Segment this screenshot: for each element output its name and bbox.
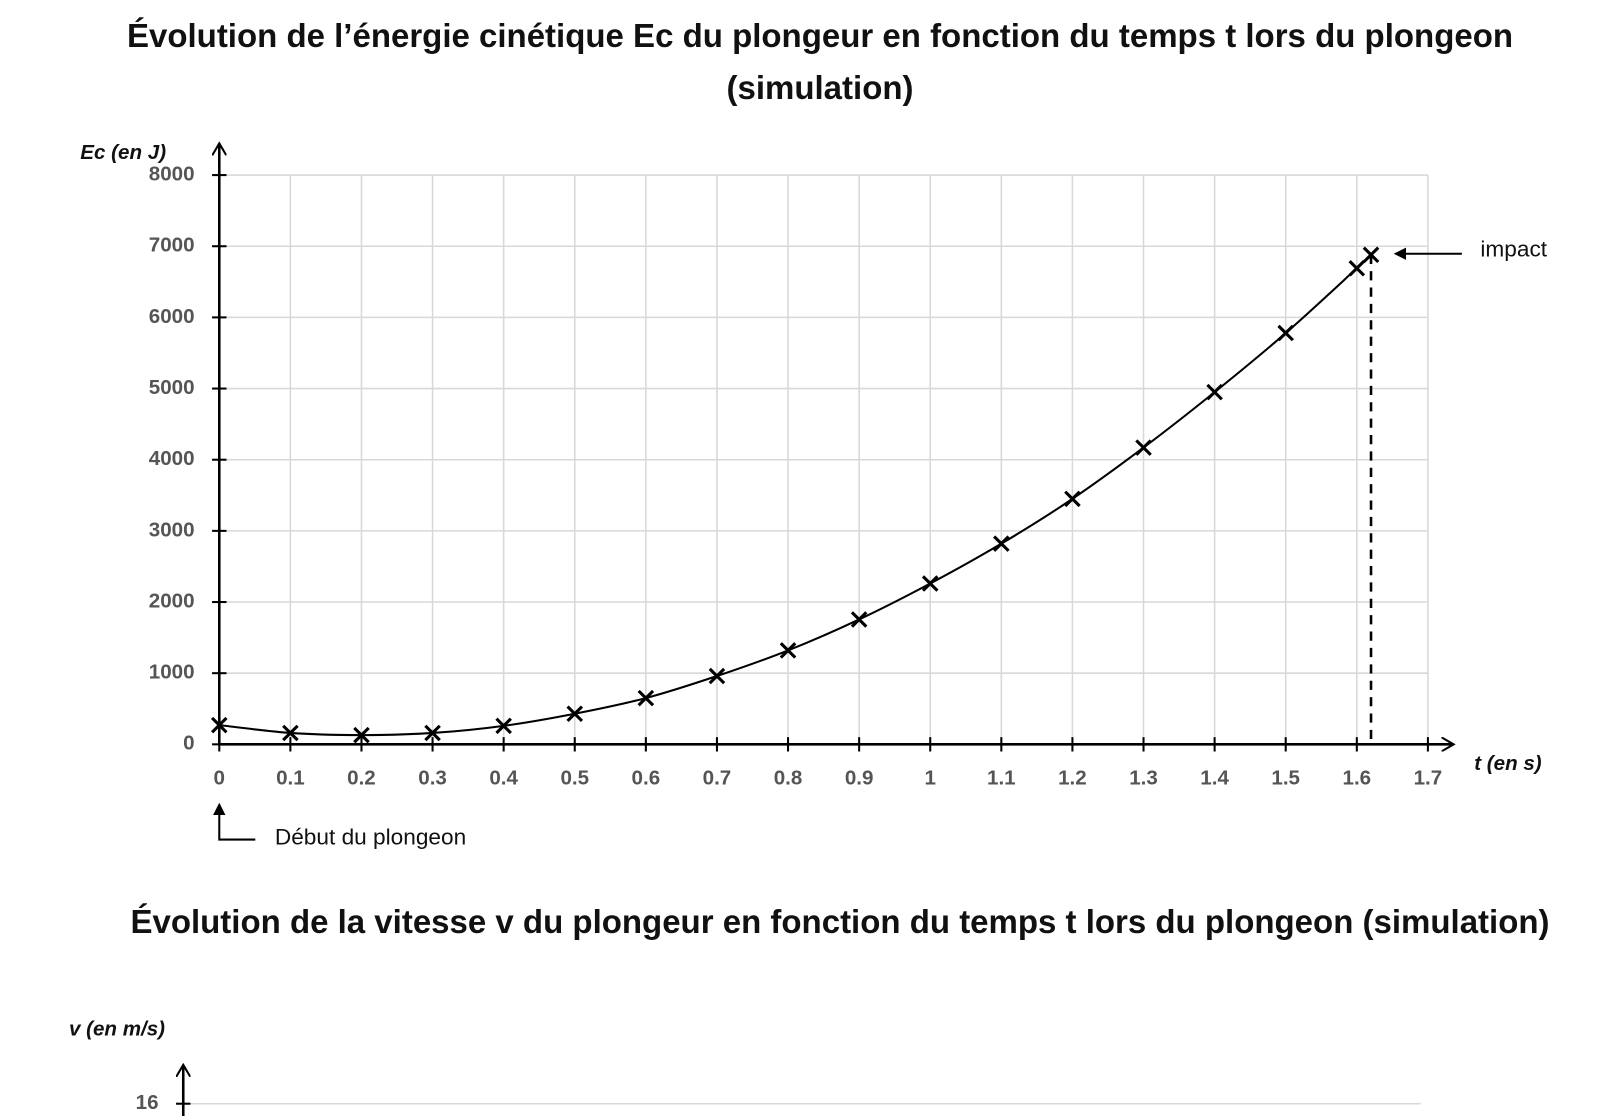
y-tick-label: 8000 — [149, 163, 195, 186]
x-tick-label: 0.1 — [276, 767, 305, 790]
data-point — [1064, 490, 1081, 508]
y-tick-label: 3000 — [149, 518, 195, 541]
data-point — [1277, 324, 1295, 342]
data-point — [1135, 439, 1152, 456]
x-tick-label: 1.1 — [987, 767, 1016, 790]
x-axis-label: t (en s) — [1474, 752, 1542, 775]
energy-chart: 0 0.1 0.2 0.3 0.4 0.5 0.6 0.7 0.8 0.9 1 1.1 1.2 1.3 1.… — [80, 141, 1548, 849]
x-tick-label: 1.7 — [1414, 767, 1443, 790]
data-line — [219, 254, 1372, 737]
x-tick-label: 1.3 — [1129, 767, 1158, 790]
y-tick-label: 5000 — [149, 376, 195, 399]
data-point — [566, 705, 584, 722]
annotation: Début du plongeon — [275, 825, 466, 850]
x-tick-label: 0.7 — [703, 767, 732, 790]
y-axis-label: v (en m/s) — [69, 1017, 165, 1040]
x-tick-label: 1.4 — [1200, 767, 1229, 790]
data-point — [637, 689, 655, 707]
x-tick-label: 0.9 — [845, 767, 874, 790]
y-tick-label: 1000 — [149, 661, 195, 684]
chart-title: Évolution de l’énergie cinétique Ec du p… — [126, 17, 1514, 106]
data-point — [850, 611, 868, 628]
x-tick-label: 1.6 — [1342, 767, 1371, 790]
start-arrow — [213, 802, 256, 841]
x-tick-label: 0 — [214, 767, 225, 790]
speed-chart: v (en m/s) 16 — [69, 1017, 1421, 1116]
x-tick-label: 0.6 — [632, 767, 661, 790]
y-tick-label: 2000 — [149, 589, 195, 612]
x-tick-label: 0.2 — [347, 767, 376, 790]
y-tick-label: 4000 — [149, 447, 195, 470]
x-tick-label: 0.3 — [418, 767, 447, 790]
annotation: impact — [1480, 237, 1547, 262]
data-point — [993, 535, 1010, 552]
x-tick-label: 0.5 — [560, 767, 589, 790]
x-tick-label: 1 — [925, 767, 936, 790]
data-point — [424, 724, 441, 742]
data-point — [779, 642, 797, 659]
x-tick-label: 1.5 — [1271, 767, 1300, 790]
y-axis-label: Ec (en J) — [80, 141, 166, 164]
data-point — [708, 667, 726, 685]
data-point — [1348, 260, 1366, 277]
x-tick-label: 0.4 — [489, 767, 518, 790]
x-tick-label: 0.8 — [774, 767, 803, 790]
chart-title: Évolution de la vitesse v du plongeur en… — [130, 903, 1550, 940]
y-tick-label: 16 — [136, 1091, 159, 1114]
data-point — [282, 724, 299, 742]
data-point — [1206, 383, 1223, 401]
y-tick-label: 6000 — [149, 305, 195, 328]
data-point — [353, 726, 370, 744]
data-point — [495, 717, 512, 735]
x-tick-label: 1.2 — [1058, 767, 1087, 790]
data-point — [921, 575, 939, 592]
y-tick-label: 7000 — [149, 234, 195, 257]
data-point — [210, 716, 228, 734]
y-tick-label: 0 — [183, 732, 194, 755]
